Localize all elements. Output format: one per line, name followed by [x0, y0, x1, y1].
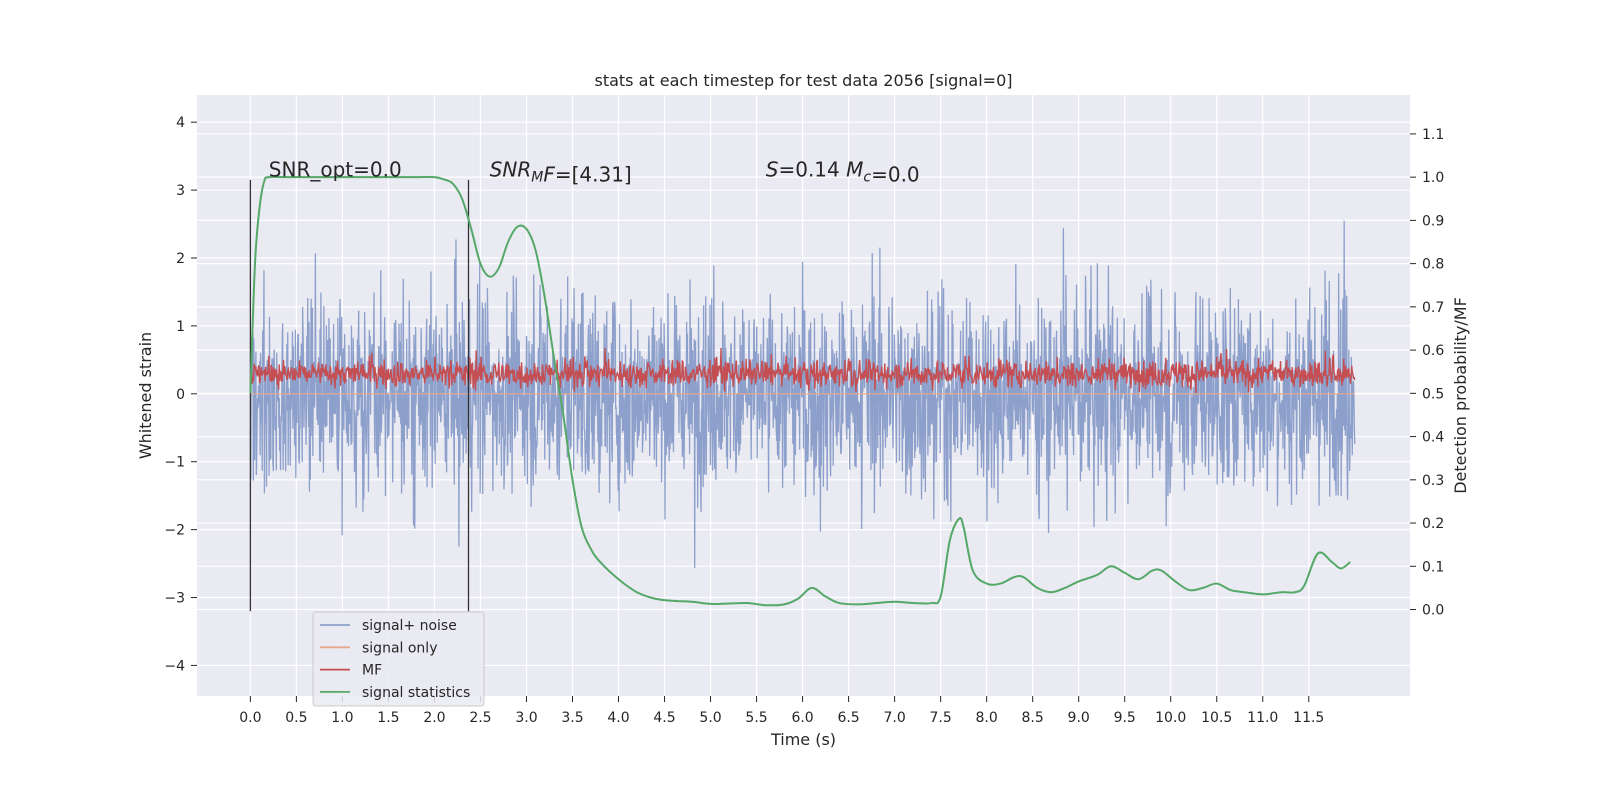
annotation-1: SNRMF=[4.31] — [490, 157, 632, 186]
x-tick-label-15: 7.5 — [929, 710, 951, 726]
mf-series — [250, 347, 1356, 394]
y2-tick-label-5: 0.5 — [1422, 386, 1444, 402]
y2-tick-label-9: 0.9 — [1422, 213, 1444, 229]
x-tick-label-20: 10.0 — [1155, 710, 1186, 726]
y2-tick-label-7: 0.7 — [1422, 300, 1444, 316]
x-tick-label-16: 8.0 — [976, 710, 998, 726]
x-tick-label-7: 3.5 — [561, 710, 583, 726]
x-tick-label-6: 3.0 — [515, 710, 537, 726]
x-tick-label-0: 0.0 — [239, 710, 261, 726]
annotation-0: SNR_opt=0.0 — [269, 157, 402, 181]
x-axis-label: Time (s) — [770, 730, 836, 749]
y-tick-label-1: −3 — [164, 591, 185, 607]
y-axis-right: 0.0 0.1 0.2 0.3 0.4 0.5 0.6 0.7 0.8 0.9 1.0 1.1 — [1410, 127, 1444, 619]
x-tick-label-21: 10.5 — [1201, 710, 1232, 726]
y-tick-label-2: −2 — [164, 523, 185, 539]
legend-box — [312, 611, 485, 707]
y-axis-label: Whitened strain — [136, 332, 155, 459]
legend-label-1: signal only — [362, 640, 437, 656]
x-tick-label-22: 11.0 — [1247, 710, 1278, 726]
x-tick-label-2: 1.0 — [331, 710, 353, 726]
y2-axis-label: Detection probability/MF — [1451, 297, 1470, 494]
x-tick-label-13: 6.5 — [837, 710, 859, 726]
x-tick-label-23: 11.5 — [1293, 710, 1324, 726]
y2-tick-label-10: 1.0 — [1422, 170, 1444, 186]
legend: signal+ noise signal only MF signal statist… — [312, 611, 485, 707]
y2-tick-label-11: 1.1 — [1422, 127, 1444, 143]
signal-statistics-series — [249, 175, 1351, 607]
x-tick-label-3: 1.5 — [377, 710, 399, 726]
chart-title: stats at each timestep for test data 205… — [594, 71, 1012, 90]
x-tick-label-14: 7.0 — [883, 710, 905, 726]
x-tick-label-17: 8.5 — [1022, 710, 1044, 726]
x-tick-label-9: 4.5 — [653, 710, 675, 726]
x-tick-label-5: 2.5 — [469, 710, 491, 726]
y2-tick-label-0: 0.0 — [1422, 603, 1444, 619]
signal-noise-line — [249, 220, 1356, 569]
y-tick-label-5: 1 — [176, 319, 185, 335]
y2-tick-label-3: 0.3 — [1422, 473, 1444, 489]
annotations: SNR_opt=0.0 SNRMF=[4.31] S=0.14 Mc=0.0 — [269, 157, 920, 186]
signal-statistics-line — [249, 175, 1351, 607]
x-axis: 0.0 0.5 1.0 1.5 2.0 2.5 3.0 3.5 4.0 4.5 5.0 5.5 6.0 6… — [239, 696, 1324, 726]
legend-label-2: MF — [362, 663, 382, 679]
y-tick-label-8: 4 — [176, 115, 185, 131]
y-tick-label-6: 2 — [176, 251, 185, 267]
y2-tick-label-6: 0.6 — [1422, 343, 1444, 359]
x-tick-label-8: 4.0 — [607, 710, 629, 726]
x-tick-label-19: 9.5 — [1114, 710, 1136, 726]
x-tick-label-11: 5.5 — [745, 710, 767, 726]
y-axis-left: −4 −3 −2 −1 0 1 2 3 4 — [164, 115, 197, 674]
x-tick-label-18: 9.0 — [1068, 710, 1090, 726]
vertical-markers — [249, 179, 470, 612]
y-tick-label-0: −4 — [164, 658, 185, 674]
y-tick-label-7: 3 — [176, 183, 185, 199]
x-tick-label-12: 6.0 — [791, 710, 813, 726]
y2-tick-label-1: 0.1 — [1422, 559, 1444, 575]
x-tick-label-1: 0.5 — [285, 710, 307, 726]
y-tick-label-4: 0 — [176, 387, 185, 403]
signal-noise-series — [249, 220, 1356, 569]
mf-line — [250, 347, 1356, 394]
annotation-2: S=0.14 Mc=0.0 — [766, 157, 920, 186]
x-tick-label-4: 2.0 — [423, 710, 445, 726]
y2-tick-label-8: 0.8 — [1422, 257, 1444, 273]
y2-tick-label-4: 0.4 — [1422, 430, 1444, 446]
y2-tick-label-2: 0.2 — [1422, 516, 1444, 532]
legend-label-3: signal statistics — [362, 685, 470, 701]
legend-label-0: signal+ noise — [362, 618, 457, 634]
x-tick-label-10: 5.0 — [699, 710, 721, 726]
y-tick-label-3: −1 — [164, 455, 185, 471]
